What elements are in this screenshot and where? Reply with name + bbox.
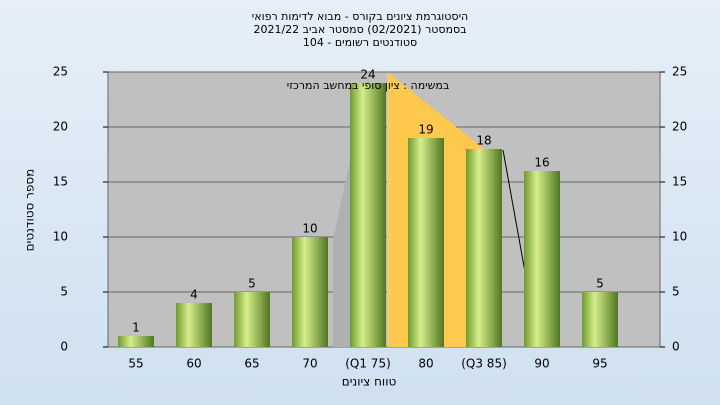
value-label: 24 bbox=[360, 68, 375, 82]
chart-subtitle: סטודנטים רשומים - 104 bbox=[303, 36, 417, 49]
value-label: 4 bbox=[190, 288, 198, 302]
bar bbox=[350, 83, 386, 347]
chart-subtitle: בסמסטר (02/2021) סמסטר אביב 2021/22 bbox=[253, 23, 466, 36]
y2-tick-label: 20 bbox=[672, 120, 687, 134]
y2-tick-label: 15 bbox=[672, 175, 687, 189]
value-label: 5 bbox=[248, 277, 256, 291]
x-tick-label: 90 bbox=[534, 357, 549, 371]
x-tick-label: (Q3 85) bbox=[461, 357, 507, 371]
x-tick-label: 80 bbox=[418, 357, 433, 371]
y2-tick-label: 25 bbox=[672, 65, 687, 79]
bar bbox=[524, 171, 560, 347]
y-tick-label: 5 bbox=[60, 285, 68, 299]
bar bbox=[292, 237, 328, 347]
value-label: 1 bbox=[132, 321, 140, 335]
x-tick-label: 55 bbox=[128, 357, 143, 371]
y2-tick-label: 5 bbox=[672, 285, 680, 299]
value-label: 5 bbox=[596, 277, 604, 291]
x-tick-label: 70 bbox=[302, 357, 317, 371]
bar bbox=[234, 292, 270, 347]
x-axis-label: טווח ציונים bbox=[342, 375, 397, 389]
bar bbox=[118, 336, 154, 347]
value-label: 19 bbox=[418, 123, 433, 137]
bar bbox=[466, 149, 502, 347]
y2-tick-label: 10 bbox=[672, 230, 687, 244]
y-tick-label: 15 bbox=[53, 175, 68, 189]
bar bbox=[582, 292, 618, 347]
y-tick-label: 10 bbox=[53, 230, 68, 244]
annotation: במשימה : ציון סופי במחשב המרכזי bbox=[287, 79, 450, 92]
x-tick-label: 95 bbox=[592, 357, 607, 371]
value-label: 10 bbox=[302, 222, 317, 236]
whisker bbox=[502, 149, 528, 284]
x-tick-label: 60 bbox=[186, 357, 201, 371]
y-tick-label: 20 bbox=[53, 120, 68, 134]
value-label: 16 bbox=[534, 156, 549, 170]
bar bbox=[408, 138, 444, 347]
x-tick-label: (Q1 75) bbox=[345, 357, 391, 371]
bar bbox=[176, 303, 212, 347]
y2-tick-label: 0 bbox=[672, 340, 680, 354]
chart-title: היסטוגרמת ציונים בקורס - מבוא לדימות רפו… bbox=[252, 10, 468, 23]
y-tick-label: 0 bbox=[60, 340, 68, 354]
y-tick-label: 25 bbox=[53, 65, 68, 79]
value-label: 18 bbox=[476, 134, 491, 148]
y-axis-label: מספר סטודנטים bbox=[23, 169, 37, 252]
x-tick-label: 65 bbox=[244, 357, 259, 371]
